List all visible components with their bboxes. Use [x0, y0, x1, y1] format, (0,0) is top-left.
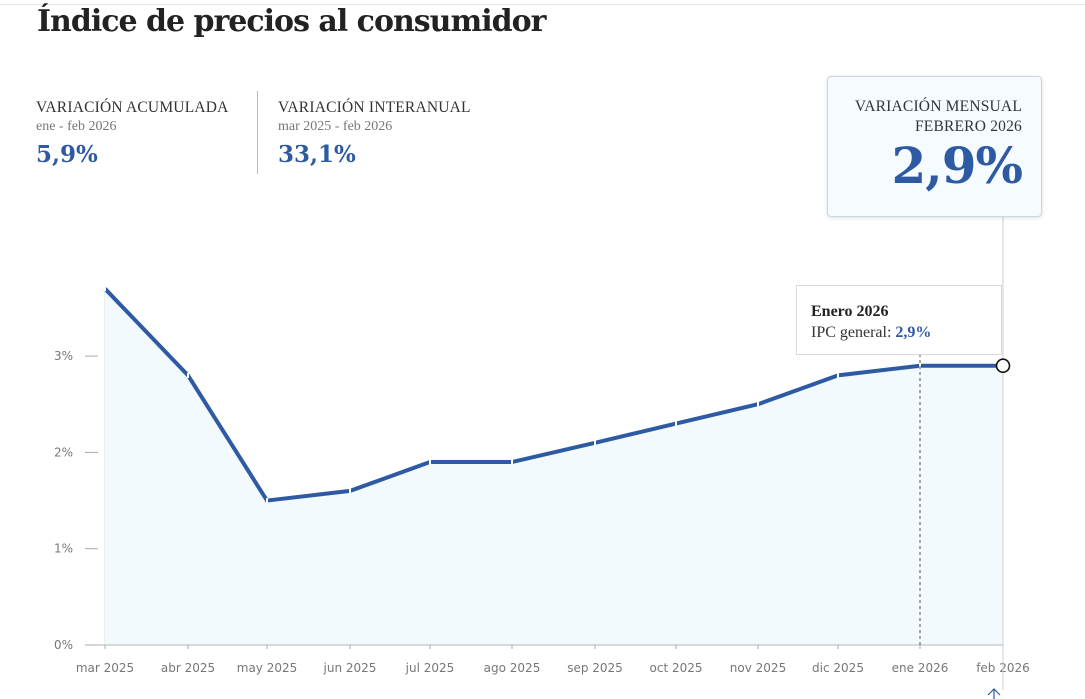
stat-cumulative-value: 5,9% — [36, 141, 98, 168]
x-tick-label-11: ene 2026 — [892, 661, 949, 675]
tooltip-title: Enero 2026 — [811, 303, 889, 320]
x-axis: mar 2025 abr 2025 may 2025 jun 2025 jul 2025… — [76, 645, 1030, 675]
series-markers — [104, 286, 921, 504]
y-tick-label-3: 3% — [54, 349, 73, 363]
x-tick-label-3: may 2025 — [237, 661, 298, 675]
stat-yearly-period: mar 2025 - feb 2026 — [278, 119, 393, 134]
tooltip-line: IPC general: 2,9% — [811, 322, 1001, 343]
x-tick-label-4: jun 2025 — [323, 661, 377, 675]
series-area — [105, 288, 1003, 645]
stat-cumulative: VARIACIÓN ACUMULADA ene - feb 2026 5,9% — [36, 98, 229, 170]
arrow-up-icon — [987, 688, 1001, 699]
x-tick-label-8: oct 2025 — [650, 661, 703, 675]
y-tick-label-2: 2% — [54, 445, 73, 459]
tooltip-value: 2,9% — [895, 324, 932, 341]
stat-divider — [257, 91, 258, 174]
y-tick-label-0: 0% — [54, 638, 73, 652]
monthly-label-line1: VARIACIÓN MENSUAL — [854, 98, 1022, 115]
tooltip-series-label: IPC general: — [811, 324, 892, 341]
x-tick-label-6: ago 2025 — [484, 661, 541, 675]
monthly-value: 2,9% — [891, 136, 1024, 195]
top-rule — [0, 4, 1085, 5]
x-tick-label-7: sep 2025 — [567, 661, 623, 675]
page-title: Índice de precios al consumidor — [37, 4, 546, 39]
x-tick-label-9: nov 2025 — [730, 661, 786, 675]
series-line-ipc-general — [103, 287, 1003, 503]
monthly-label-line2: FEBRERO 2026 — [914, 118, 1022, 135]
stat-yearly-value: 33,1% — [278, 141, 356, 168]
stat-yearly: VARIACIÓN INTERANUAL mar 2025 - feb 2026… — [278, 98, 471, 170]
x-tick-label-2: abr 2025 — [161, 661, 215, 675]
x-tick-label-1: mar 2025 — [76, 661, 134, 675]
highlight-point-marker[interactable] — [995, 358, 1011, 374]
monthly-variation-card: VARIACIÓN MENSUAL FEBRERO 2026 2,9% — [827, 76, 1042, 217]
stat-yearly-label: VARIACIÓN INTERANUAL — [278, 99, 471, 116]
y-axis: 0% 1% 2% 3% — [54, 349, 98, 652]
x-tick-label-5: jul 2025 — [405, 661, 455, 675]
chart-tooltip: Enero 2026 IPC general: 2,9% — [796, 285, 1002, 355]
stat-cumulative-period: ene - feb 2026 — [36, 119, 117, 134]
x-tick-label-10: dic 2025 — [812, 661, 864, 675]
stat-cumulative-label: VARIACIÓN ACUMULADA — [36, 99, 229, 116]
y-tick-label-1: 1% — [54, 542, 73, 556]
